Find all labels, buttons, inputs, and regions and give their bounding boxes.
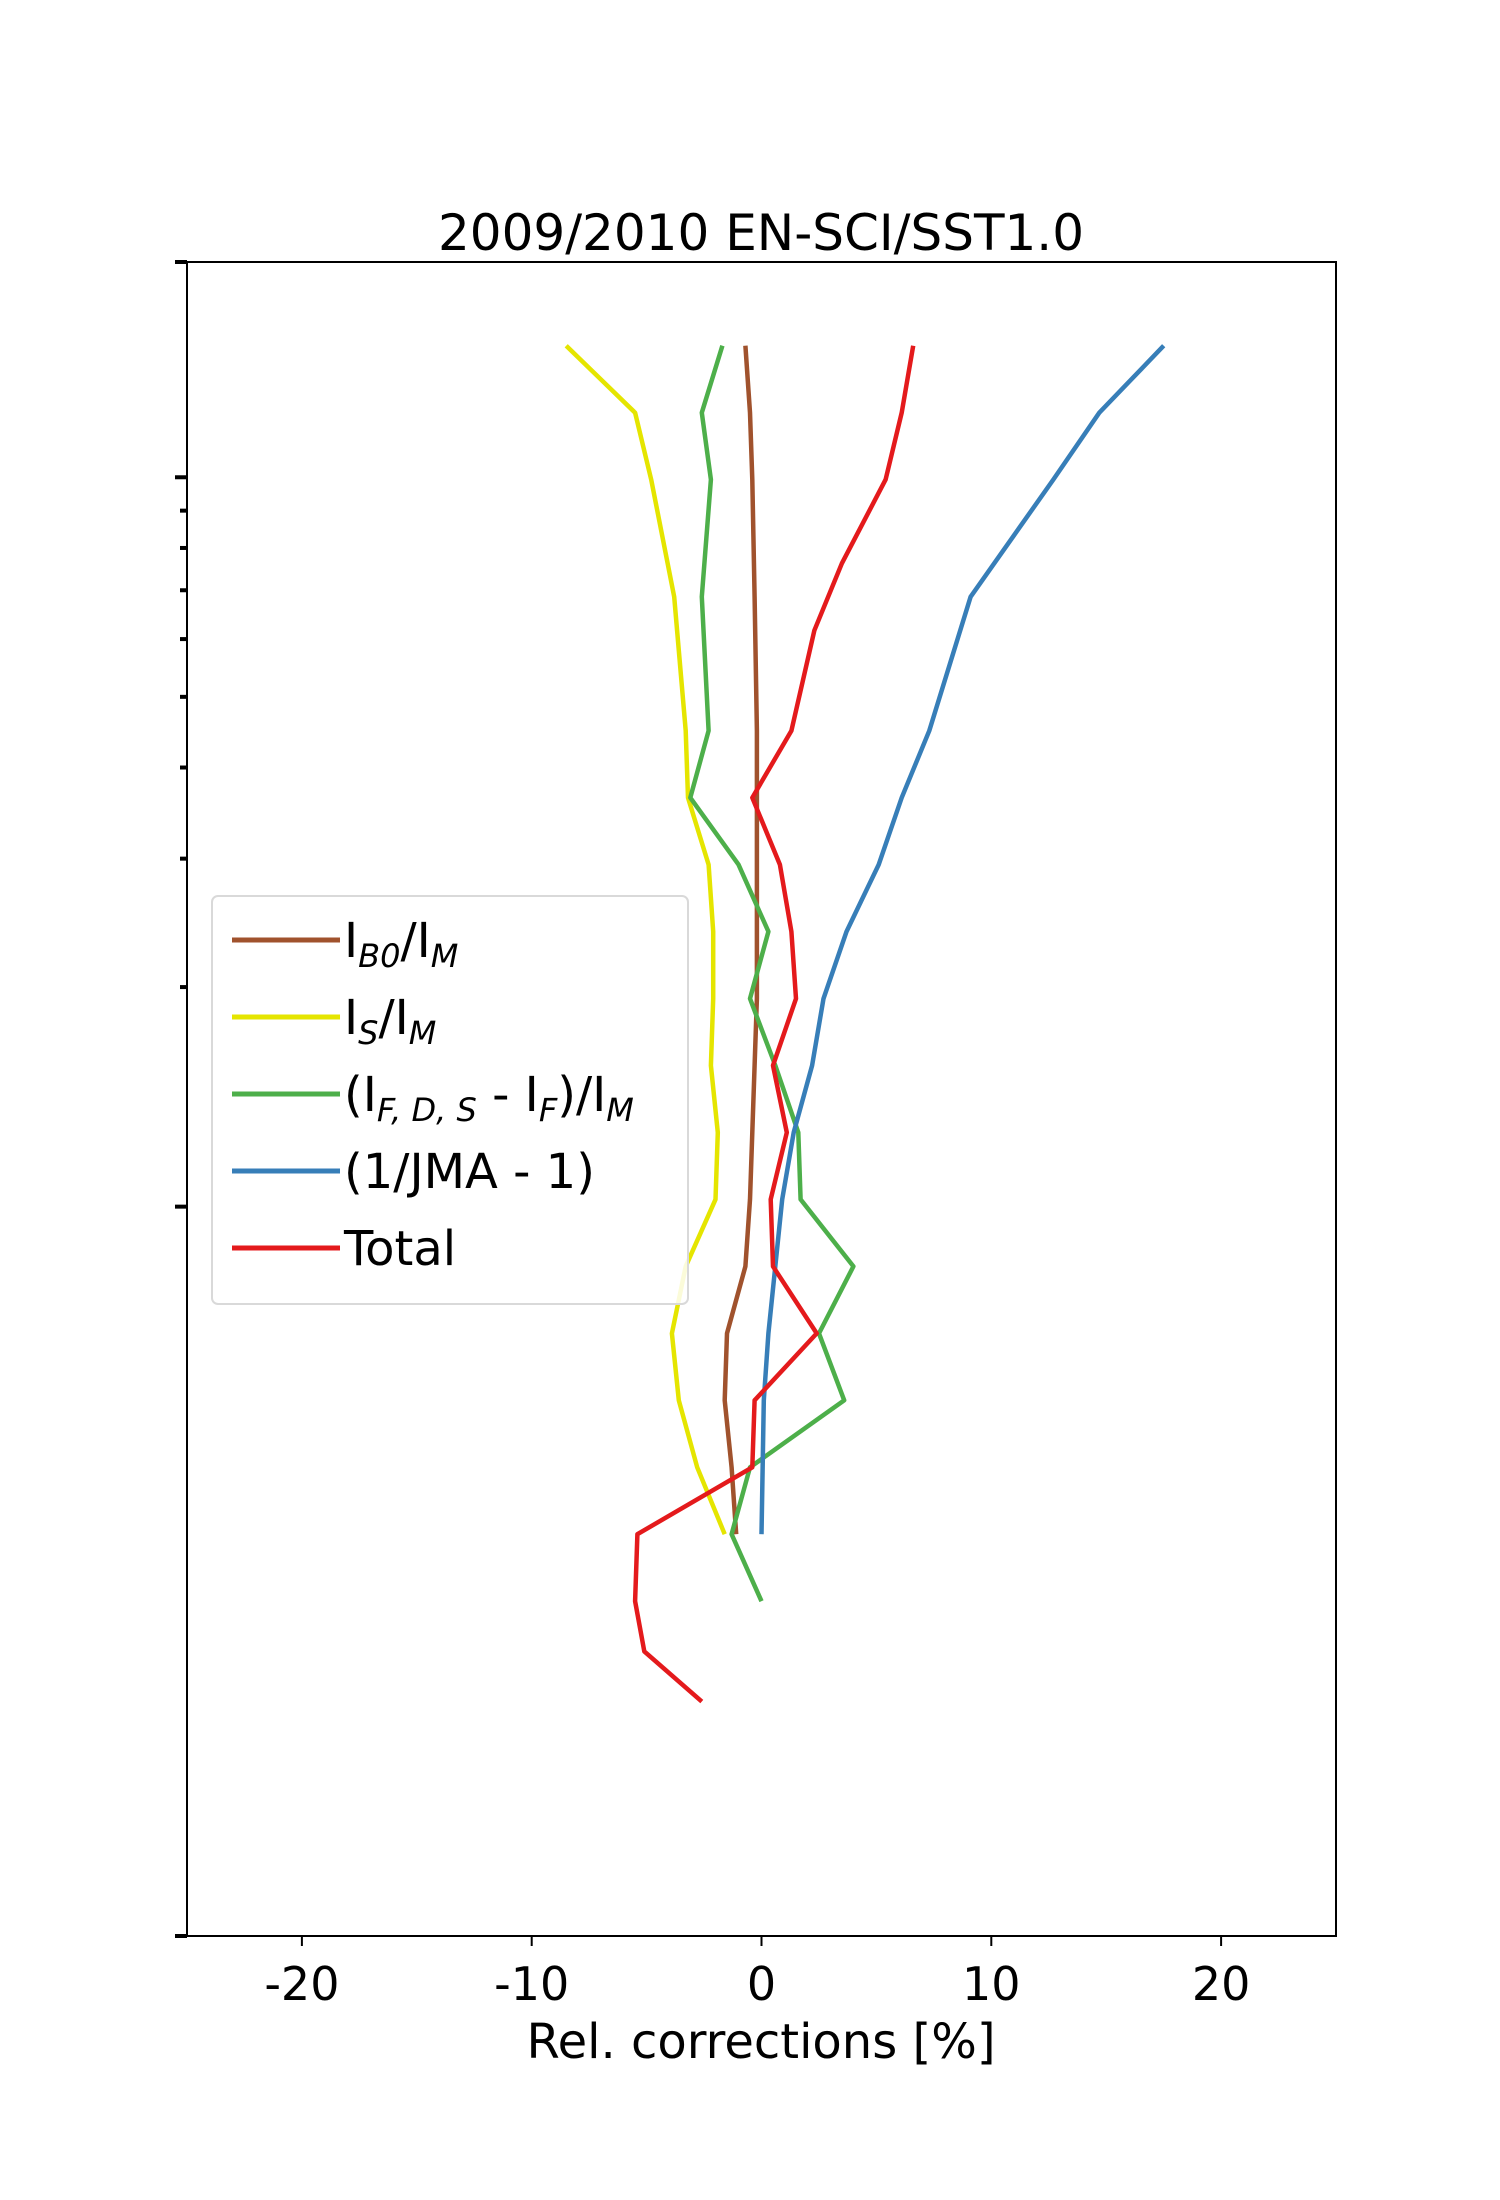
x-tick-label: -10 [494,1957,569,2011]
series-line-3 [759,344,1166,1535]
y-axis [175,260,187,1938]
legend-label-2: (IF, D, S - IF)/IM [344,1067,634,1129]
legend-label-1: IS/IM [344,990,436,1052]
x-tick-label: 20 [1192,1957,1251,2011]
legend-label-3: (1/JMA - 1) [344,1144,595,1200]
legend: IB0/IM IS/IM (IF, D, S - IF)/IM (1/JMA - 1)… [211,895,689,1305]
x-tick-label: -20 [264,1957,339,2011]
series-line-2 [688,345,856,1603]
legend-box [211,895,689,1305]
chart-title: 2009/2010 EN-SCI/SST1.0 [438,204,1084,262]
series-layer [564,344,1166,1704]
series-line-1 [564,344,727,1536]
x-axis-label: Rel. corrections [%] [526,2014,995,2070]
series-line-0 [722,345,760,1535]
x-tick-label: 0 [747,1957,776,2011]
series-line-4 [632,345,916,1704]
legend-label-4: Total [343,1221,456,1277]
x-axis: -20 -10 0 10 20 [264,1936,1250,2011]
legend-label-0: IB0/IM [344,913,458,975]
x-tick-label: 10 [962,1957,1021,2011]
